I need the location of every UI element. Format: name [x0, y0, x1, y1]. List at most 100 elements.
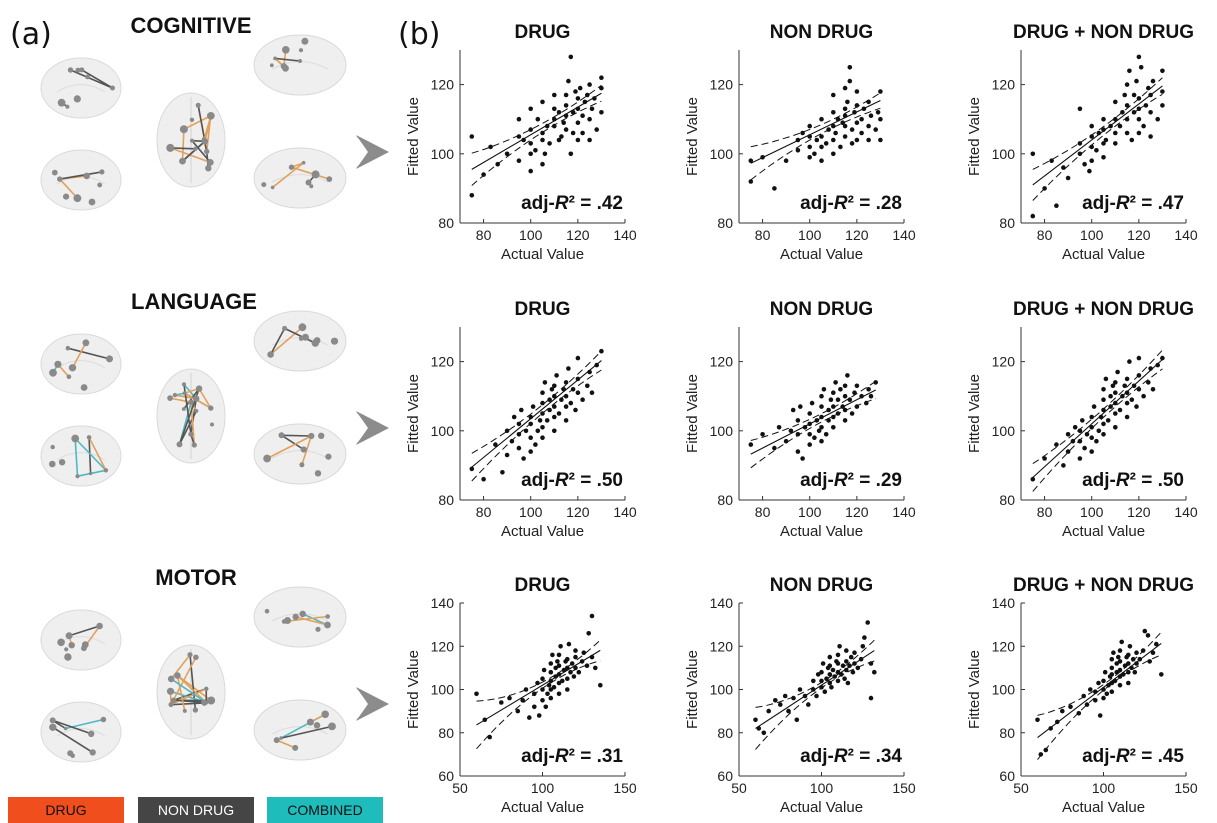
confidence-bound-upper	[750, 380, 876, 441]
data-point	[561, 387, 566, 392]
data-point	[1030, 476, 1036, 482]
brain-view	[40, 701, 122, 763]
brain-node	[191, 442, 197, 448]
data-point	[819, 134, 824, 139]
connection-edge	[181, 140, 206, 162]
x-tick-label: 100	[1080, 227, 1104, 243]
data-point	[814, 137, 820, 143]
data-point	[866, 137, 871, 143]
data-point	[878, 137, 883, 143]
confidence-bound-lower	[750, 107, 881, 181]
connection-edge	[183, 115, 212, 130]
regression-line	[750, 389, 876, 455]
data-point	[548, 695, 554, 701]
data-point	[864, 400, 869, 406]
y-tick-label: 80	[717, 215, 733, 231]
data-point	[773, 698, 778, 703]
x-axis-label: Actual Value	[780, 799, 863, 816]
adj-r2-symbol: R	[834, 193, 848, 214]
data-point	[835, 397, 841, 403]
data-point	[559, 397, 564, 403]
brain-node	[67, 67, 74, 73]
data-point	[551, 685, 557, 690]
data-point	[828, 397, 834, 403]
adj-r2-prefix: adj-	[800, 193, 834, 214]
scatter-plot: DRUG 80 100 120 140 80 100 120 Actual Value Fitte…	[405, 22, 637, 263]
data-point	[528, 414, 533, 420]
brain-node	[103, 468, 109, 473]
data-point	[786, 708, 791, 714]
domain-title-language: LANGUAGE	[131, 289, 257, 314]
data-point	[866, 387, 871, 392]
brain-node	[205, 165, 212, 172]
scatter-plot: NON DRUG 50 100 150 60 80 100 120 140 Actual Valu…	[684, 575, 916, 816]
data-point	[819, 158, 824, 163]
data-point	[1138, 65, 1144, 70]
brain-node	[57, 98, 66, 107]
scatter-plot: DRUG 50 100 150 60 80 100 120 140 Actual Value Fit…	[405, 575, 637, 816]
data-point	[1141, 393, 1146, 399]
data-point	[1122, 92, 1127, 98]
data-point	[862, 635, 867, 640]
data-point	[819, 685, 824, 690]
data-point	[495, 161, 501, 167]
data-point	[858, 656, 864, 662]
y-axis-label: Fitted Value	[684, 650, 701, 729]
data-point	[548, 687, 554, 692]
brain-node	[187, 652, 193, 658]
brain-node	[166, 687, 175, 695]
adj-r2-prefix: adj-	[800, 470, 834, 491]
data-point	[819, 425, 824, 430]
data-point	[563, 92, 569, 98]
data-point	[1035, 717, 1040, 723]
connection-edge	[170, 688, 207, 706]
data-point	[831, 414, 836, 420]
arrow-icon	[356, 135, 389, 169]
data-point	[1101, 397, 1106, 403]
legend-swatch	[267, 797, 383, 823]
data-point	[599, 75, 604, 80]
fit-lines	[1032, 77, 1163, 201]
brain-view	[40, 333, 122, 395]
data-point	[845, 99, 850, 105]
brain-node	[204, 686, 209, 691]
data-point	[868, 661, 874, 666]
data-point	[554, 373, 559, 378]
data-point	[819, 393, 824, 399]
data-point	[1113, 400, 1118, 406]
connection-edge	[74, 437, 107, 471]
data-point	[826, 407, 831, 413]
connection-edge	[68, 625, 100, 637]
data-point	[568, 151, 574, 157]
connection-edge	[67, 347, 110, 360]
data-point	[469, 134, 475, 139]
brain-node	[189, 117, 195, 123]
brain-sulcus	[56, 452, 106, 461]
panel-a: (a) COGNITIVE LANGUAGE MOTOR	[10, 13, 389, 763]
y-tick-label: 120	[992, 77, 1016, 93]
data-point	[1038, 752, 1044, 757]
data-point	[556, 110, 562, 115]
adj-r2-suffix: ² =	[848, 193, 876, 214]
data-point	[1136, 387, 1142, 392]
data-point	[552, 414, 557, 420]
data-point	[831, 137, 836, 143]
data-point	[849, 127, 855, 132]
data-point	[540, 425, 545, 430]
data-point	[540, 390, 545, 396]
brain-node	[88, 471, 93, 476]
data-point	[1091, 404, 1097, 409]
data-point	[847, 663, 852, 668]
data-point	[835, 661, 841, 666]
data-point	[782, 693, 788, 699]
data-point	[1068, 704, 1073, 710]
data-point	[528, 141, 533, 146]
x-tick-label: 140	[892, 504, 916, 520]
data-point	[552, 116, 557, 122]
brain-node	[193, 654, 199, 661]
data-point	[573, 665, 578, 671]
x-tick-label: 80	[755, 504, 771, 520]
plot-title: DRUG	[515, 22, 571, 43]
data-point	[575, 355, 581, 361]
data-point	[1124, 376, 1130, 382]
